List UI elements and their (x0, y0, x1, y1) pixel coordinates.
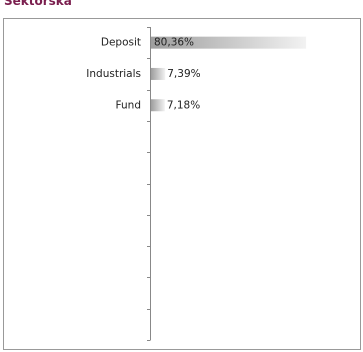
y-tick-label: Industrials (86, 68, 141, 80)
y-tick-label: Deposit (101, 37, 141, 49)
value-label: 7,39% (167, 68, 200, 80)
bar (151, 36, 307, 49)
bar (151, 99, 165, 112)
chart-frame (3, 18, 361, 350)
value-label: 7,18% (167, 99, 200, 111)
bar (151, 67, 166, 80)
y-tick-label: Fund (116, 99, 141, 111)
chart-title: Sektorska (4, 0, 72, 8)
value-label: 80,36% (154, 37, 194, 49)
